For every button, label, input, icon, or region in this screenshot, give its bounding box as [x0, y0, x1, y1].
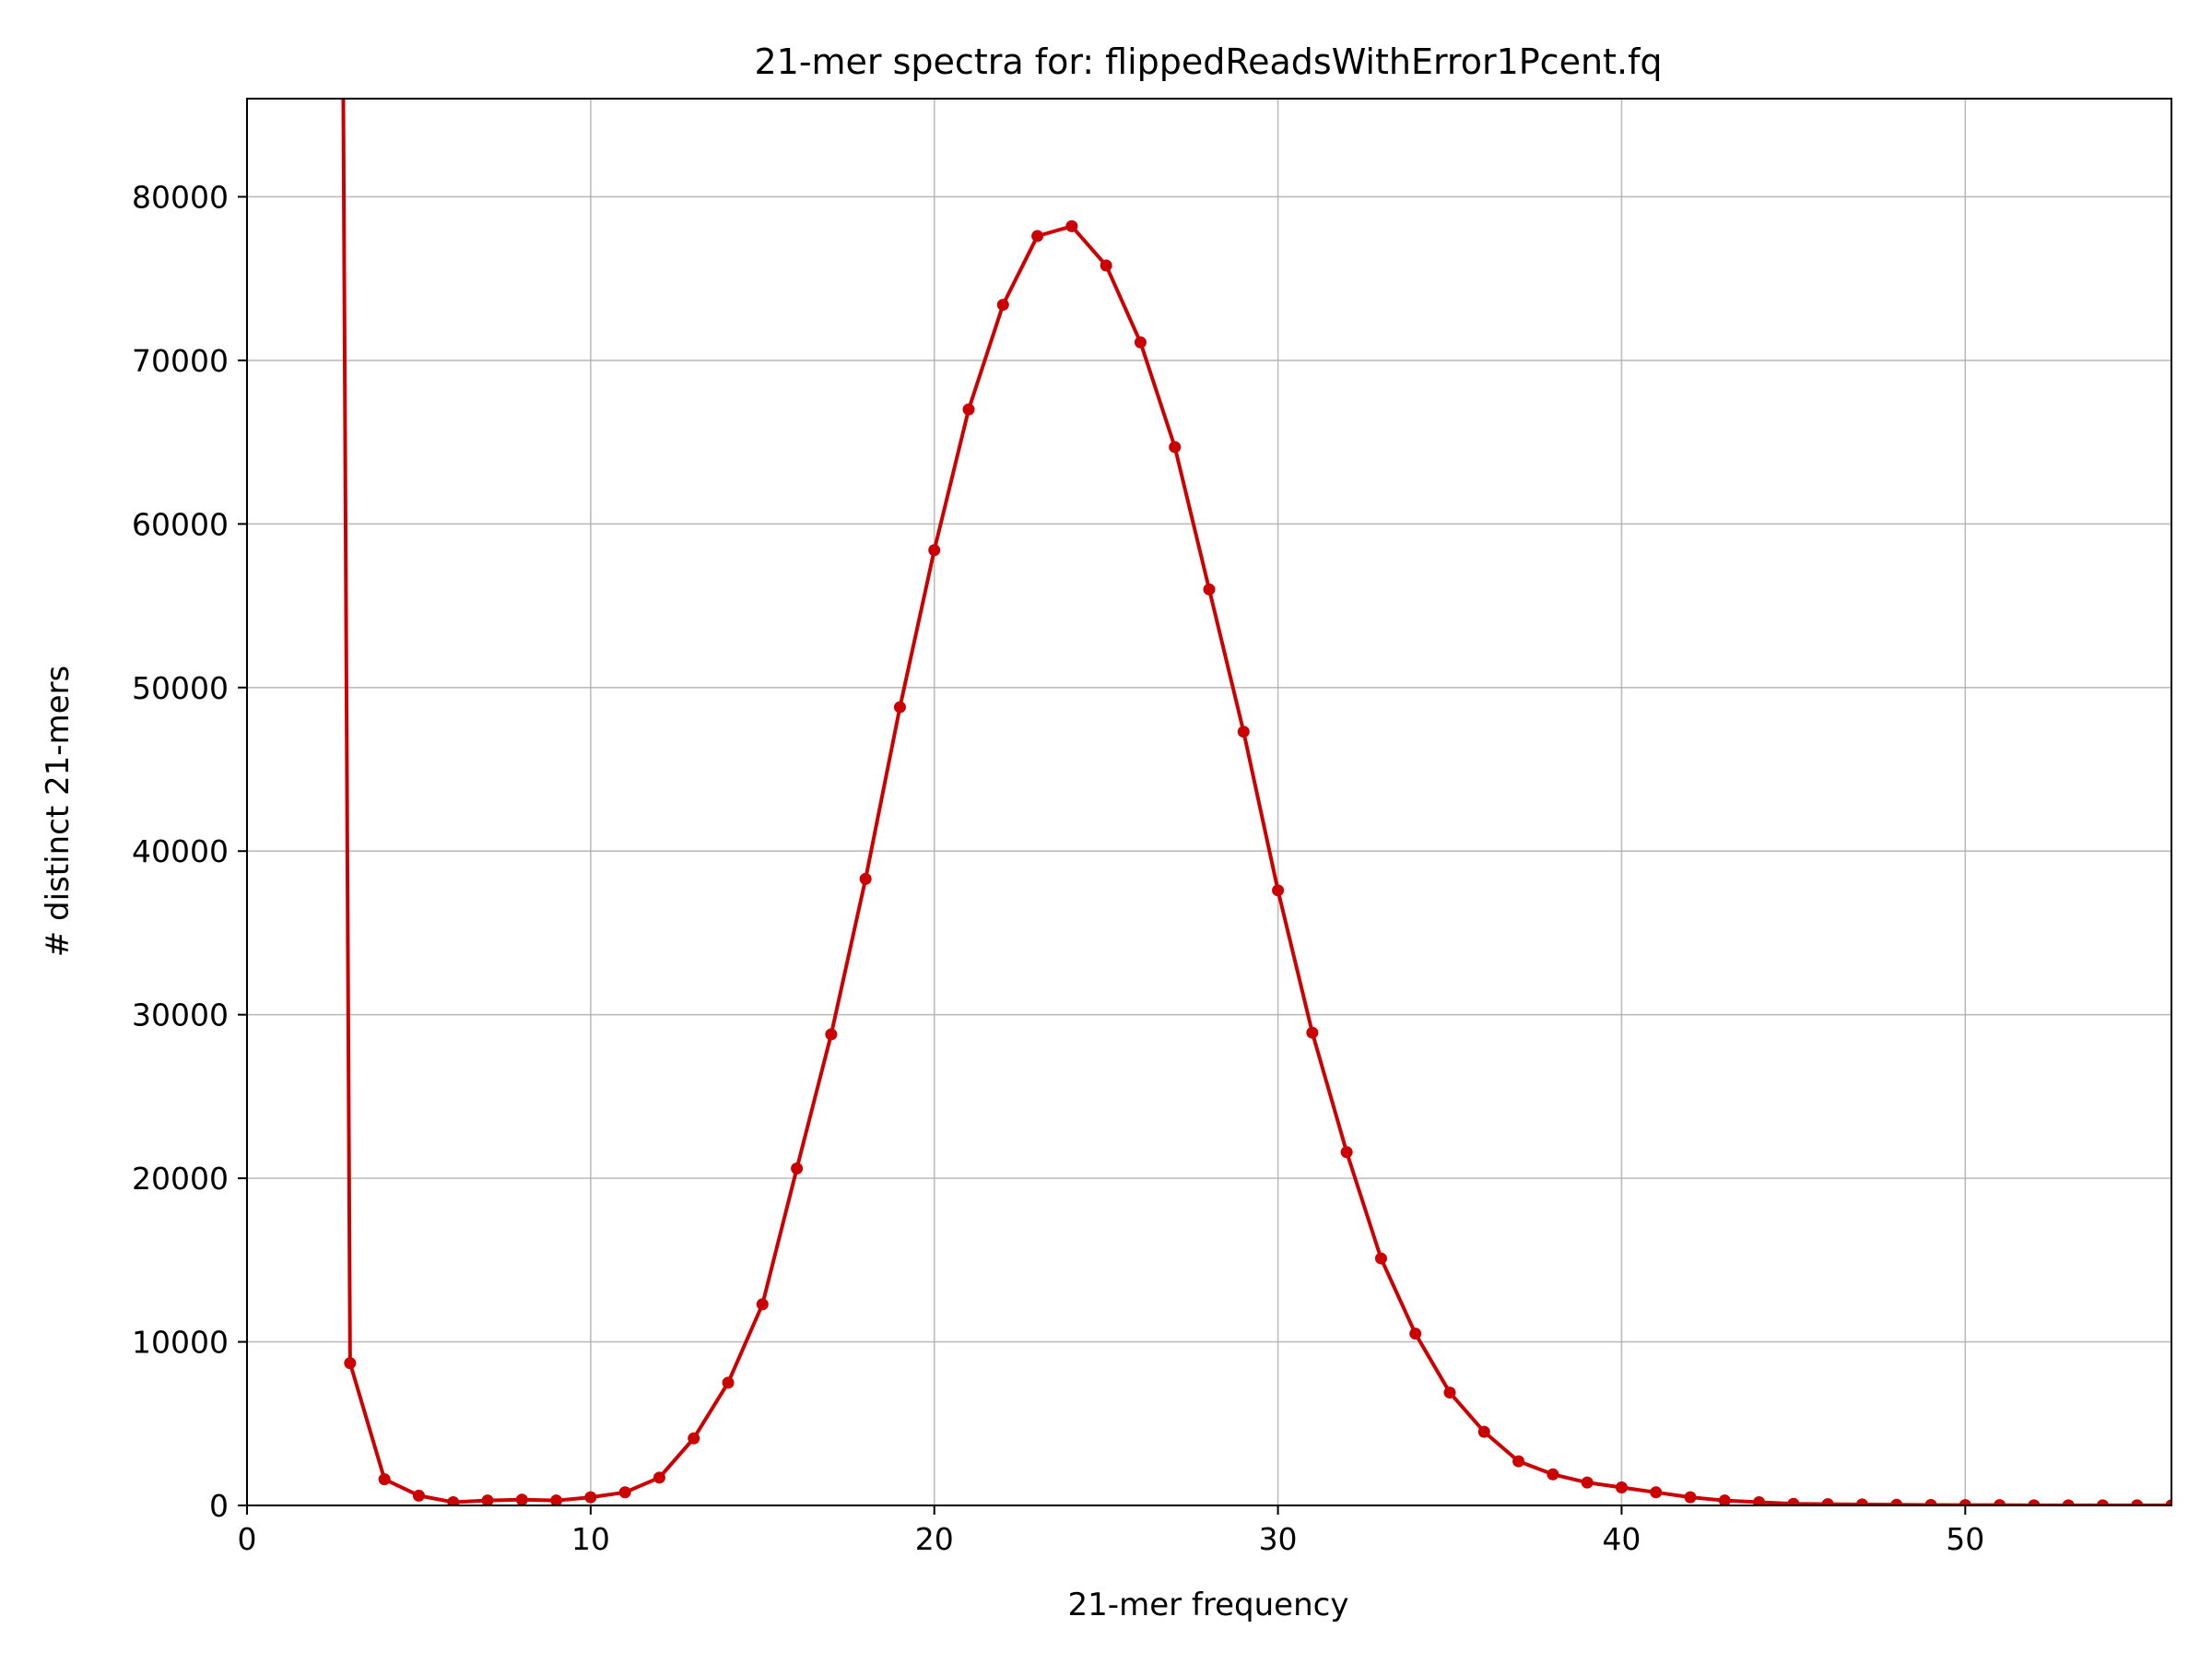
data-point: [2131, 1499, 2144, 1505]
data-point: [1890, 1498, 1903, 1505]
data-point: [1477, 1425, 1490, 1438]
y-tick-label: 70000: [132, 343, 229, 379]
x-axis-label: 21-mer frequency: [1068, 1587, 1349, 1623]
data-point: [1994, 1499, 2006, 1505]
data-point: [1272, 884, 1285, 897]
data-point: [1409, 1328, 1422, 1340]
data-point: [825, 1028, 838, 1041]
x-tick-label: 0: [238, 1521, 257, 1557]
data-point: [618, 1486, 631, 1499]
data-point: [1340, 1146, 1353, 1159]
data-point: [1237, 726, 1250, 738]
chart-title: 21-mer spectra for: flippedReadsWithErro…: [754, 41, 1662, 82]
data-point: [1547, 1468, 1559, 1481]
x-tick-label: 50: [1946, 1521, 1984, 1557]
data-point: [996, 299, 1009, 312]
data-point: [1684, 1491, 1697, 1504]
data-point: [1306, 1026, 1319, 1039]
data-point: [515, 1493, 528, 1505]
data-point: [1650, 1486, 1663, 1499]
data-point: [1753, 1495, 1766, 1505]
y-tick-label: 40000: [132, 833, 229, 869]
data-point: [2165, 1499, 2171, 1505]
data-point: [1512, 1455, 1525, 1468]
data-point: [2062, 1499, 2075, 1505]
data-point: [1718, 1494, 1731, 1505]
data-point: [1443, 1387, 1456, 1399]
data-point: [1821, 1498, 1834, 1505]
data-point: [378, 1473, 391, 1486]
plot-area: 0 10 20 30 40 50 0 10000 20000 30000 40000 50000 600…: [132, 98, 2172, 1557]
data-point: [1203, 583, 1216, 596]
data-point: [1787, 1497, 1800, 1505]
data-point: [791, 1162, 804, 1174]
x-tick-label: 10: [571, 1521, 610, 1557]
data-point: [1581, 1476, 1594, 1489]
data-point: [1959, 1499, 1971, 1505]
y-tick-label: 60000: [132, 506, 229, 542]
data-point: [1374, 1252, 1387, 1265]
data-point: [584, 1491, 597, 1504]
data-point: [1169, 441, 1182, 454]
x-tick-label: 30: [1259, 1521, 1298, 1557]
x-tick-label: 40: [1602, 1521, 1641, 1557]
data-point: [653, 1471, 665, 1484]
data-point: [1855, 1498, 1868, 1505]
y-tick-label: 10000: [132, 1325, 229, 1361]
data-point: [893, 701, 906, 714]
data-point: [1134, 336, 1147, 348]
y-tick-label: 50000: [132, 670, 229, 706]
y-tick-label: 30000: [132, 997, 229, 1033]
data-point: [962, 403, 975, 416]
data-point: [722, 1376, 735, 1389]
data-point: [1031, 230, 1044, 242]
data-point: [2028, 1499, 2041, 1505]
data-point: [688, 1432, 700, 1445]
data-point: [928, 544, 941, 557]
y-tick-label: 0: [209, 1488, 229, 1524]
series-group: [341, 99, 2171, 1505]
y-axis-label: # distinct 21-mers: [40, 666, 76, 957]
y-tick-label: 20000: [132, 1161, 229, 1197]
data-point: [756, 1298, 769, 1311]
data-point: [2096, 1499, 2109, 1505]
data-point: [481, 1494, 494, 1505]
data-point: [550, 1494, 563, 1505]
data-point: [1615, 1481, 1628, 1493]
data-point: [447, 1495, 460, 1505]
x-tick-label: 20: [915, 1521, 954, 1557]
data-point: [344, 1357, 357, 1370]
data-point: [412, 1489, 425, 1502]
axes-frame: [246, 98, 2172, 1506]
data-point: [1065, 219, 1078, 232]
data-point: [859, 872, 872, 885]
data-point: [1100, 259, 1112, 272]
y-tick-label: 80000: [132, 179, 229, 215]
data-point: [1924, 1498, 1937, 1505]
